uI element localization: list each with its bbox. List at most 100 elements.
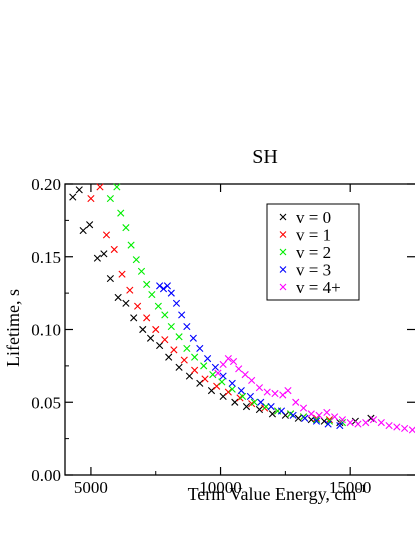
data-point	[239, 392, 247, 401]
data-point	[118, 270, 126, 278]
data-point	[122, 224, 130, 232]
legend-label: v = 4+	[296, 278, 341, 297]
data-point	[100, 250, 108, 258]
data-point	[362, 419, 370, 427]
legend-label: v = 2	[296, 243, 331, 262]
data-point	[132, 256, 140, 264]
data-point	[134, 302, 142, 310]
series-2	[106, 183, 346, 427]
data-point	[207, 387, 216, 395]
y-tick-label: 0.05	[31, 393, 61, 412]
data-point	[189, 334, 197, 342]
data-point	[213, 382, 221, 390]
y-tick-label: 0.00	[31, 466, 61, 485]
data-point	[241, 371, 249, 379]
data-point	[315, 411, 323, 419]
data-point	[224, 355, 232, 363]
data-point	[106, 194, 114, 203]
data-point	[175, 363, 183, 371]
data-point	[178, 311, 186, 319]
series-3	[156, 282, 344, 430]
axes-layer: 0.00 0.05 0.10 0.15 0.20 5000 10000 15000	[31, 175, 415, 497]
data-point	[148, 290, 156, 299]
data-point	[301, 414, 309, 422]
legend: v = 0v = 1v = 2v = 3v = 4+	[266, 203, 360, 301]
data-point	[106, 274, 114, 283]
x-tick-label: 5000	[74, 478, 108, 497]
data-point	[191, 366, 199, 374]
series-4	[214, 355, 415, 434]
data-point	[161, 311, 169, 319]
data-point	[228, 385, 236, 393]
data-point	[113, 183, 121, 191]
data-point	[307, 416, 315, 424]
data-point	[196, 344, 204, 353]
data-point	[96, 183, 104, 191]
data-point	[294, 414, 302, 422]
data-point	[143, 314, 151, 322]
data-point	[183, 323, 191, 331]
data-point	[163, 282, 171, 290]
data-point	[284, 387, 292, 395]
data-point	[277, 407, 286, 415]
data-point	[331, 413, 339, 421]
data-point	[346, 419, 354, 427]
data-point	[219, 372, 227, 380]
data-point	[196, 379, 204, 387]
data-point	[170, 346, 178, 354]
data-point	[204, 355, 212, 363]
data-point	[263, 388, 271, 396]
data-point	[369, 416, 378, 424]
data-point	[200, 362, 208, 370]
data-point	[377, 419, 385, 427]
data-point	[191, 353, 199, 361]
x-axis-label-text: Term Value Energy, cm	[188, 484, 357, 504]
data-point	[246, 392, 254, 401]
data-point	[255, 405, 264, 414]
data-point	[235, 365, 243, 373]
data-point	[336, 421, 344, 430]
data-point	[165, 353, 173, 361]
data-point	[180, 356, 188, 364]
data-point	[279, 391, 287, 399]
x-axis-label: Term Value Energy, cm-1	[188, 481, 367, 504]
data-point	[250, 398, 258, 406]
x-tick-label: 15000	[329, 478, 372, 497]
data-point	[139, 325, 147, 334]
data-point	[175, 333, 183, 341]
data-point	[93, 254, 101, 262]
data-point	[320, 417, 328, 425]
data-point	[354, 420, 362, 428]
legend-label: v = 3	[296, 261, 331, 280]
data-point	[268, 410, 276, 418]
data-point	[255, 384, 264, 392]
data-point	[161, 336, 169, 344]
data-point	[127, 241, 135, 249]
data-point	[248, 376, 256, 385]
data-point	[167, 323, 175, 331]
data-point	[228, 379, 236, 387]
data-point	[154, 302, 162, 310]
legend-marker	[279, 248, 287, 256]
data-point	[102, 231, 111, 239]
data-point	[114, 293, 122, 302]
legend-label: v = 0	[296, 208, 331, 227]
data-point	[159, 285, 168, 293]
data-point	[209, 371, 217, 379]
y-tick-label: 0.10	[31, 321, 61, 340]
data-point	[307, 410, 315, 418]
data-point	[211, 363, 219, 371]
data-point	[219, 360, 227, 369]
data-point	[167, 289, 175, 297]
data-point	[271, 389, 279, 398]
data-point	[146, 334, 155, 342]
legend-label: v = 1	[296, 226, 331, 245]
data-point	[299, 404, 308, 412]
data-point	[231, 398, 239, 406]
data-point	[224, 388, 232, 396]
legend-marker	[279, 231, 287, 238]
data-point	[87, 194, 95, 203]
data-point	[143, 280, 151, 288]
data-point	[262, 403, 270, 411]
